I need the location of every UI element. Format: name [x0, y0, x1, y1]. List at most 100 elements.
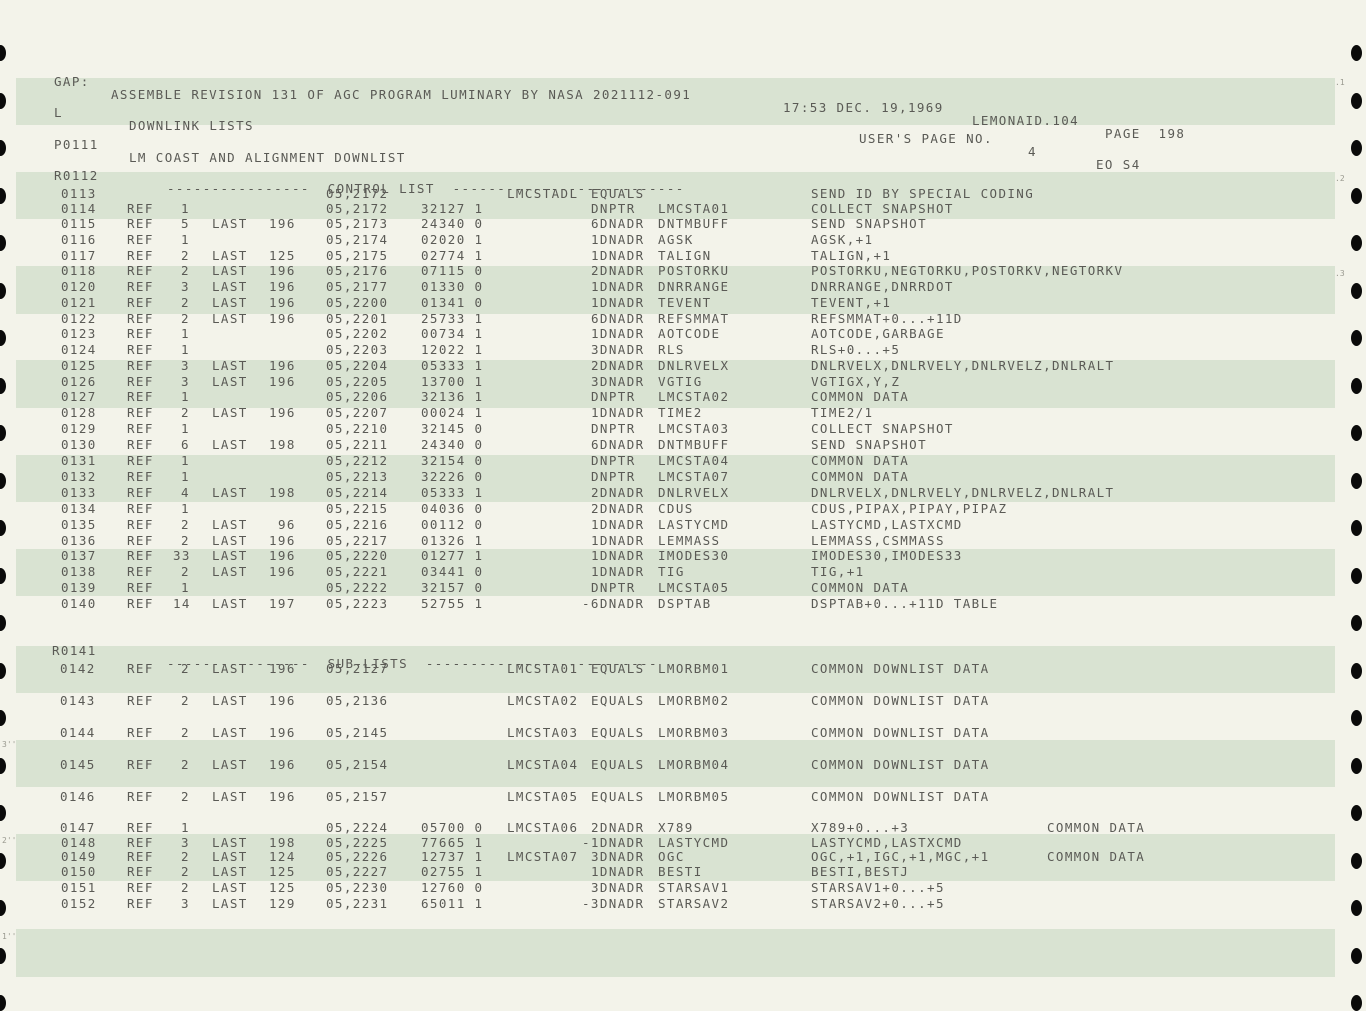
octal-code: 24340 0 — [421, 437, 484, 452]
octal-code: 02020 1 — [421, 232, 484, 247]
opcode: 1DNADR — [591, 232, 645, 247]
octal-code: 07115 0 — [421, 263, 484, 278]
address: 05,2173 — [326, 216, 389, 231]
ref-keyword: REF — [127, 453, 154, 468]
octal-code: 25733 1 — [421, 311, 484, 326]
ref-count: 2 — [181, 564, 190, 579]
opcode: 2DNADR — [591, 820, 645, 835]
address: 05,2174 — [326, 232, 389, 247]
ref-count: 2 — [181, 661, 190, 676]
opcode: 1DNADR — [591, 864, 645, 879]
last-keyword: LAST — [212, 849, 248, 864]
users-page-label: USER'S PAGE NO. — [859, 131, 993, 146]
last-keyword: LAST — [212, 896, 248, 911]
address: 05,2230 — [326, 880, 389, 895]
comment: IMODES30,IMODES33 — [811, 548, 963, 563]
operand: LMCSTA01 — [658, 201, 730, 216]
comment: TALIGN,+1 — [811, 248, 892, 263]
listing-line-number: 0124 — [61, 342, 97, 357]
opcode: DNPTR — [591, 201, 636, 216]
tractor-feed-hole — [0, 188, 6, 204]
ref-count: 5 — [181, 216, 190, 231]
comment: BESTI,BESTJ — [811, 864, 910, 879]
octal-code: 00734 1 — [421, 326, 484, 341]
green-bar-band — [16, 172, 1335, 219]
last-page-number: 196 — [269, 789, 296, 804]
opcode: EQUALS — [591, 789, 645, 804]
tractor-feed-hole — [1351, 758, 1362, 774]
tractor-feed-hole — [0, 235, 6, 251]
last-page-number: 196 — [269, 693, 296, 708]
tractor-feed-hole — [0, 473, 6, 489]
last-keyword: LAST — [212, 295, 248, 310]
ref-count: 2 — [181, 533, 190, 548]
tractor-feed-hole — [1351, 188, 1362, 204]
tractor-feed-hole — [1351, 663, 1362, 679]
listing-line-number: 0144 — [60, 725, 96, 740]
opcode: 6DNADR — [591, 216, 645, 231]
ref-count: 1 — [181, 453, 190, 468]
operand: LMORBM02 — [658, 693, 730, 708]
tractor-feed-hole — [0, 93, 6, 109]
operand: TIG — [658, 564, 685, 579]
last-page-number: 196 — [269, 295, 296, 310]
extra-comment: COMMON DATA — [1047, 820, 1146, 835]
ref-keyword: REF — [127, 232, 154, 247]
ref-keyword: REF — [127, 548, 154, 563]
green-bar-band — [16, 929, 1335, 977]
last-keyword: LAST — [212, 533, 248, 548]
last-page-number: 196 — [269, 548, 296, 563]
ref-keyword: REF — [127, 835, 154, 850]
tractor-feed-hole — [1351, 710, 1362, 726]
last-keyword: LAST — [212, 358, 248, 373]
last-page-number: 124 — [269, 849, 296, 864]
operand: STARSAV2 — [658, 896, 730, 911]
ref-keyword: REF — [127, 295, 154, 310]
comment: LASTYCMD,LASTXCMD — [811, 517, 963, 532]
last-keyword: LAST — [212, 548, 248, 563]
operand: LEMMASS — [658, 533, 721, 548]
ref-count: 2 — [181, 405, 190, 420]
comment: X789+0...+3 — [811, 820, 910, 835]
octal-code: 00024 1 — [421, 405, 484, 420]
opcode: -1DNADR — [582, 835, 645, 850]
listing-line-number: 0127 — [61, 389, 97, 404]
octal-code: 32136 1 — [421, 389, 484, 404]
address: 05,2225 — [326, 835, 389, 850]
ref-count: 3 — [181, 358, 190, 373]
listing-line-number: 0134 — [61, 501, 97, 516]
octal-code: 32154 0 — [421, 453, 484, 468]
last-page-number: 196 — [269, 725, 296, 740]
opcode: 1DNADR — [591, 517, 645, 532]
tractor-feed-hole — [1351, 235, 1362, 251]
address: 05,2200 — [326, 295, 389, 310]
address: 05,2127 — [326, 661, 389, 676]
comment: COMMON DATA — [811, 580, 910, 595]
eo-marker: EO S4 — [1096, 157, 1141, 172]
ref-keyword: REF — [127, 693, 154, 708]
opcode: 6DNADR — [591, 437, 645, 452]
tractor-feed-hole — [1351, 948, 1362, 964]
last-page-number: 196 — [269, 374, 296, 389]
operand: RLS — [658, 342, 685, 357]
tractor-feed-hole — [1351, 330, 1362, 346]
listing-line-number: 0146 — [60, 789, 96, 804]
address: 05,2220 — [326, 548, 389, 563]
comment: COLLECT SNAPSHOT — [811, 421, 954, 436]
ref-keyword: REF — [127, 201, 154, 216]
address: 05,2207 — [326, 405, 389, 420]
ref-count: 2 — [181, 263, 190, 278]
ref-count: 33 — [173, 548, 191, 563]
operand: LASTYCMD — [658, 835, 730, 850]
margin-mark: 1'' — [2, 932, 17, 941]
opcode: DNPTR — [591, 453, 636, 468]
comment: DNRRANGE,DNRRDOT — [811, 279, 954, 294]
ref-count: 2 — [181, 295, 190, 310]
tractor-feed-hole — [1351, 473, 1362, 489]
operand: DNLRVELX — [658, 485, 730, 500]
comment: COMMON DOWNLIST DATA — [811, 789, 990, 804]
listing-line-number: 0137 — [61, 548, 97, 563]
operand: REFSMMAT — [658, 311, 730, 326]
last-page-number: 125 — [269, 248, 296, 263]
ref-count: 1 — [181, 342, 190, 357]
